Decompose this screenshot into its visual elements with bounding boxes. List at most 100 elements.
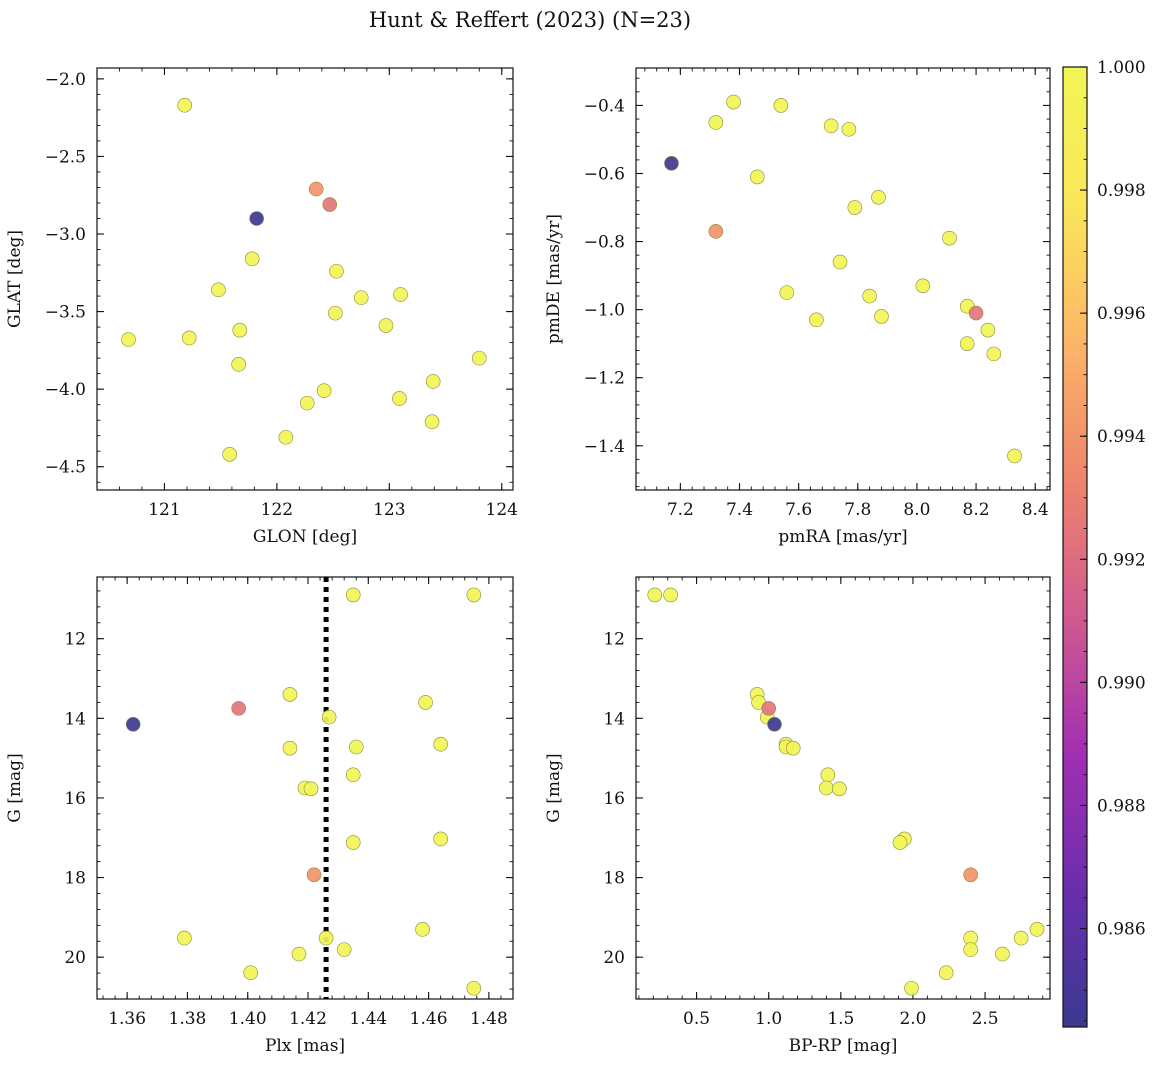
- x-tick-label: 1.38: [169, 1009, 207, 1029]
- points-layer: [664, 94, 1022, 464]
- data-point: [862, 288, 877, 304]
- data-point: [809, 312, 824, 328]
- x-tick-label: 1.42: [289, 1009, 327, 1029]
- data-point: [282, 740, 298, 756]
- data-point: [892, 835, 908, 850]
- data-point: [392, 391, 407, 406]
- y-tick-label: 20: [603, 948, 625, 968]
- data-point: [282, 687, 298, 702]
- x-tick-label: 121: [148, 500, 180, 520]
- x-tick-label: 7.2: [667, 500, 694, 520]
- y-tick-label: 12: [64, 630, 86, 650]
- data-point: [345, 835, 361, 850]
- data-point: [466, 980, 482, 996]
- data-point: [963, 942, 978, 957]
- y-tick-label: −2.0: [45, 70, 86, 90]
- data-point: [663, 587, 678, 603]
- x-tick-label: 1.40: [229, 1009, 267, 1029]
- data-point: [471, 350, 487, 366]
- data-point: [306, 867, 322, 883]
- data-point: [291, 946, 307, 962]
- data-point: [708, 115, 724, 130]
- x-tick-label: 0.5: [683, 1009, 710, 1029]
- points-layer: [647, 587, 1045, 996]
- data-point: [841, 121, 857, 137]
- y-tick-label: −2.5: [45, 147, 86, 167]
- data-point: [433, 736, 448, 752]
- x-tick-label: 2.5: [972, 1009, 999, 1029]
- data-point: [232, 322, 248, 338]
- data-point: [318, 930, 334, 946]
- data-point: [761, 701, 777, 716]
- data-point: [664, 155, 679, 171]
- y-tick-label: 18: [603, 869, 625, 889]
- data-point: [336, 942, 352, 957]
- colorbar-tick-label: 0.988: [1097, 796, 1146, 816]
- data-point: [418, 695, 433, 710]
- panel-4: 0.5 1.0 1.5 2.0 2.5 12 14 16 18 20 BP-RP [mag] G [m…: [544, 576, 1051, 1056]
- y-axis-label: GLAT [deg]: [5, 230, 25, 328]
- data-point: [299, 395, 315, 411]
- data-point: [726, 94, 741, 110]
- y-tick-label: 12: [603, 630, 625, 650]
- data-point: [915, 278, 931, 294]
- data-point: [303, 781, 319, 797]
- data-point: [231, 357, 246, 372]
- data-point: [904, 980, 919, 996]
- panel-3: 1.36 1.38 1.40 1.42 1.44 1.46 1.48 12 14 16 18 20 Pl…: [5, 576, 514, 1056]
- x-tick-label: 8.2: [963, 500, 990, 520]
- x-tick-label: 1.44: [349, 1009, 387, 1029]
- data-point: [819, 780, 834, 796]
- data-point: [1029, 922, 1045, 937]
- x-axis-label: BP-RP [mag]: [789, 1036, 898, 1056]
- data-point: [353, 290, 369, 305]
- axes-frame: [635, 576, 1051, 1000]
- x-tick-label: 122: [261, 500, 293, 520]
- figure-title: Hunt & Reffert (2023) (N=23): [369, 8, 691, 32]
- data-point: [348, 739, 364, 755]
- data-point: [424, 414, 440, 430]
- data-point: [415, 922, 430, 937]
- data-point: [1007, 448, 1022, 464]
- x-axis-label: pmRA [mas/yr]: [778, 527, 907, 547]
- data-point: [393, 287, 408, 302]
- axes-frame: [96, 67, 514, 491]
- data-point: [1013, 930, 1029, 946]
- colorbar-tick-label: 0.994: [1097, 427, 1146, 447]
- x-tick-label: 8.0: [903, 500, 930, 520]
- data-point: [874, 309, 889, 324]
- data-point: [847, 200, 863, 215]
- data-point: [647, 587, 663, 603]
- data-point: [779, 285, 795, 300]
- data-point: [378, 318, 394, 333]
- data-point: [177, 97, 192, 113]
- y-tick-label: 18: [64, 869, 86, 889]
- data-point: [708, 224, 724, 239]
- y-tick-label: −0.4: [584, 96, 625, 116]
- data-point: [820, 767, 836, 783]
- y-tick-label: −4.0: [45, 380, 86, 400]
- x-tick-label: 124: [486, 500, 518, 520]
- data-point: [321, 709, 337, 725]
- colorbar-tick-label: 0.998: [1097, 181, 1146, 201]
- x-tick-label: 123: [373, 500, 405, 520]
- data-point: [995, 946, 1010, 962]
- x-tick-label: 1.0: [755, 1009, 782, 1029]
- x-tick-label: 1.36: [108, 1009, 146, 1029]
- colorbar-tick-label: 0.990: [1097, 673, 1146, 693]
- x-tick-label: 2.0: [899, 1009, 926, 1029]
- y-tick-label: −0.6: [584, 165, 625, 185]
- data-point: [986, 346, 1002, 362]
- y-tick-label: 16: [64, 789, 86, 809]
- data-point: [316, 383, 332, 399]
- data-point: [959, 336, 975, 351]
- x-tick-label: 8.4: [1022, 500, 1049, 520]
- y-axis-label: pmDE [mas/yr]: [544, 214, 564, 344]
- data-point: [121, 332, 136, 347]
- colorbar-tick-label: 0.986: [1097, 920, 1146, 940]
- x-tick-label: 1.48: [470, 1009, 508, 1029]
- y-tick-label: 20: [64, 948, 86, 968]
- data-point: [425, 374, 441, 389]
- x-tick-label: 1.5: [827, 1009, 854, 1029]
- y-axis-label: G [mag]: [544, 753, 564, 822]
